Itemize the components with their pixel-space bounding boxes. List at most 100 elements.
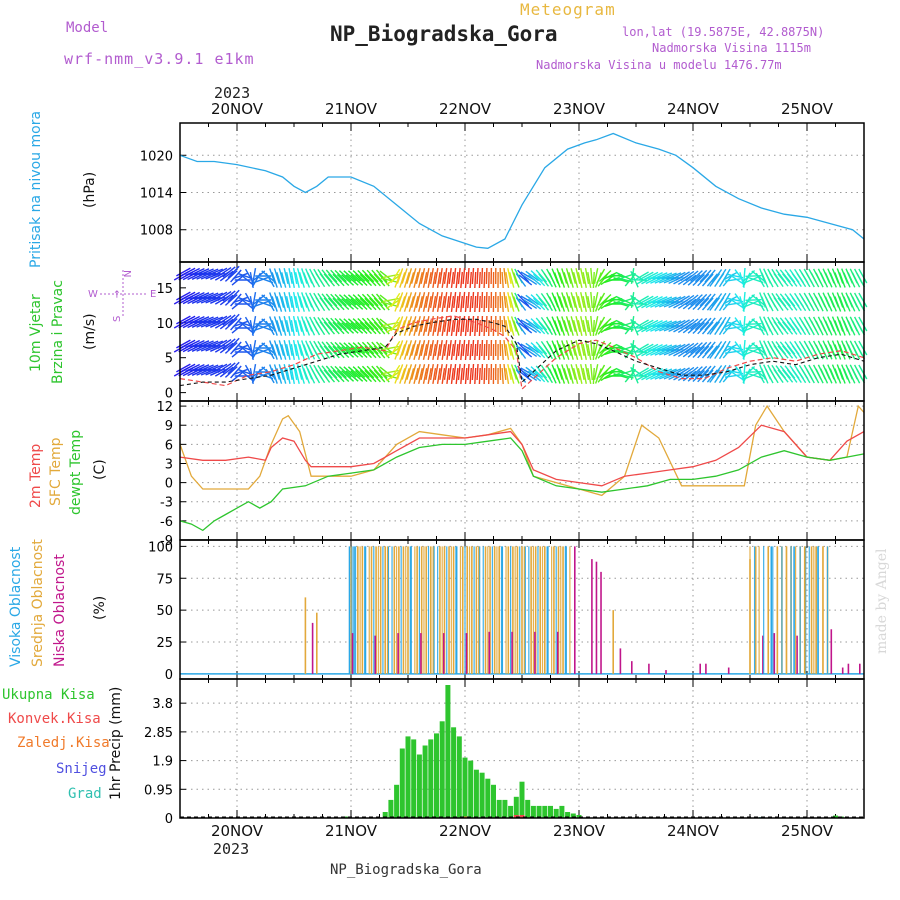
wind-arrow: [530, 270, 544, 282]
wind-arrow: [294, 344, 300, 360]
wind-arrow: [716, 364, 727, 380]
wind-arrow: [654, 348, 670, 356]
compass-south-label: S: [112, 316, 123, 322]
wind-arrow: [805, 296, 815, 312]
wind-arrow: [222, 362, 236, 374]
wind-arrow: [847, 368, 856, 384]
wind-arrow: [690, 294, 703, 306]
wind-arrow: [558, 368, 566, 384]
wind-arrow: [656, 344, 673, 352]
wind-arrow: [336, 321, 350, 335]
wind-arrow: [217, 315, 232, 325]
wind-arrow: [406, 340, 413, 356]
wind-arrow: [847, 296, 856, 312]
wind-arrow: [180, 363, 196, 373]
wind-arrow: [791, 369, 802, 383]
wind-arrow: [434, 291, 439, 309]
wind-arrow: [330, 293, 343, 307]
wind-arrow: [380, 373, 397, 379]
wind-arrow: [278, 316, 285, 332]
wind-arrow: [219, 366, 234, 378]
wind-arrow: [643, 343, 659, 353]
dewpoint-line: [179, 437, 865, 532]
wind-arrow: [345, 322, 359, 334]
wind-arrow: [332, 297, 345, 311]
wind-arrow: [276, 296, 283, 312]
wind-arrow: [699, 365, 712, 379]
wind-arrow: [455, 319, 459, 337]
wind-arrow: [829, 368, 837, 384]
wind-arrow: [685, 318, 699, 330]
y-tick-label: 0: [165, 387, 173, 402]
wind-arrow: [643, 319, 659, 329]
wind-arrow: [269, 340, 276, 356]
day-label-top: 25NOV: [781, 100, 834, 118]
wind-arrow: [791, 321, 802, 335]
temp2m-line: [179, 424, 865, 487]
wind-arrow: [379, 342, 394, 354]
wind-arrow: [194, 316, 210, 324]
wind-arrow: [448, 340, 452, 356]
wind-arrow: [501, 343, 504, 361]
wind-arrow: [755, 320, 765, 336]
wind-arrow: [694, 317, 708, 331]
wind-arrow: [584, 315, 590, 333]
y-tick-label: 3.8: [152, 697, 173, 712]
wind-arrow: [856, 320, 866, 336]
wind-arrow: [240, 370, 254, 382]
wind-arrow: [176, 291, 191, 301]
wind-arrow: [448, 316, 452, 332]
wind-arrow: [647, 343, 663, 353]
wind-arrow: [219, 270, 234, 282]
wind-arrow: [408, 272, 415, 288]
wind-arrow: [769, 296, 779, 312]
wind-arrow: [319, 297, 331, 311]
wind-arrow: [602, 295, 618, 305]
wind-arrow: [222, 266, 236, 278]
wind-arrow: [285, 320, 291, 336]
year-top: 2023: [214, 84, 251, 102]
wind-arrow: [194, 364, 210, 372]
wind-arrow: [765, 296, 774, 312]
wind-arrow: [697, 345, 710, 359]
wind-arrow: [543, 320, 553, 336]
wind-arrow: [501, 295, 504, 313]
wind-arrow: [343, 318, 357, 330]
wind-arrow: [332, 369, 345, 383]
wind-arrow: [396, 340, 404, 356]
wind-arrow: [207, 292, 224, 300]
precip-total-bar: [416, 754, 422, 818]
wind-arrow: [481, 363, 484, 381]
wind-arrow: [334, 341, 347, 355]
wind-arrow: [666, 272, 682, 280]
wind-arrow: [375, 365, 388, 379]
wind-arrow: [315, 344, 326, 360]
wind-arrow: [858, 340, 868, 356]
watermark: made by Angel: [874, 548, 890, 655]
wind-arrow: [706, 273, 718, 287]
wind-arrow: [350, 322, 364, 334]
wind-arrow: [203, 316, 219, 324]
wind-arrow: [596, 316, 606, 332]
wind-arrow: [634, 343, 649, 353]
wind-arrow: [232, 272, 249, 280]
wind-arrow: [543, 344, 553, 360]
wind-arrow: [253, 276, 269, 284]
wind-arrow: [200, 272, 217, 280]
wind-arrow: [429, 291, 434, 309]
wind-arrow: [810, 344, 820, 360]
precip-conv-legend: Konvek.Kisa: [8, 711, 101, 727]
wind-arrow: [457, 339, 461, 357]
wind-arrow: [481, 315, 484, 333]
wind-arrow: [661, 344, 677, 352]
wind-arrow: [584, 291, 590, 309]
wind-arrow: [602, 271, 618, 281]
wind-arrow: [354, 321, 368, 335]
footer-station: NP_Biogradska_Gora: [330, 862, 482, 878]
wind-arrow: [836, 340, 844, 356]
wind-arrow: [455, 271, 459, 289]
wind-arrow: [515, 273, 527, 287]
wind-arrow: [553, 344, 561, 360]
wind-arrow: [180, 291, 196, 301]
wind-arrow: [503, 364, 507, 380]
